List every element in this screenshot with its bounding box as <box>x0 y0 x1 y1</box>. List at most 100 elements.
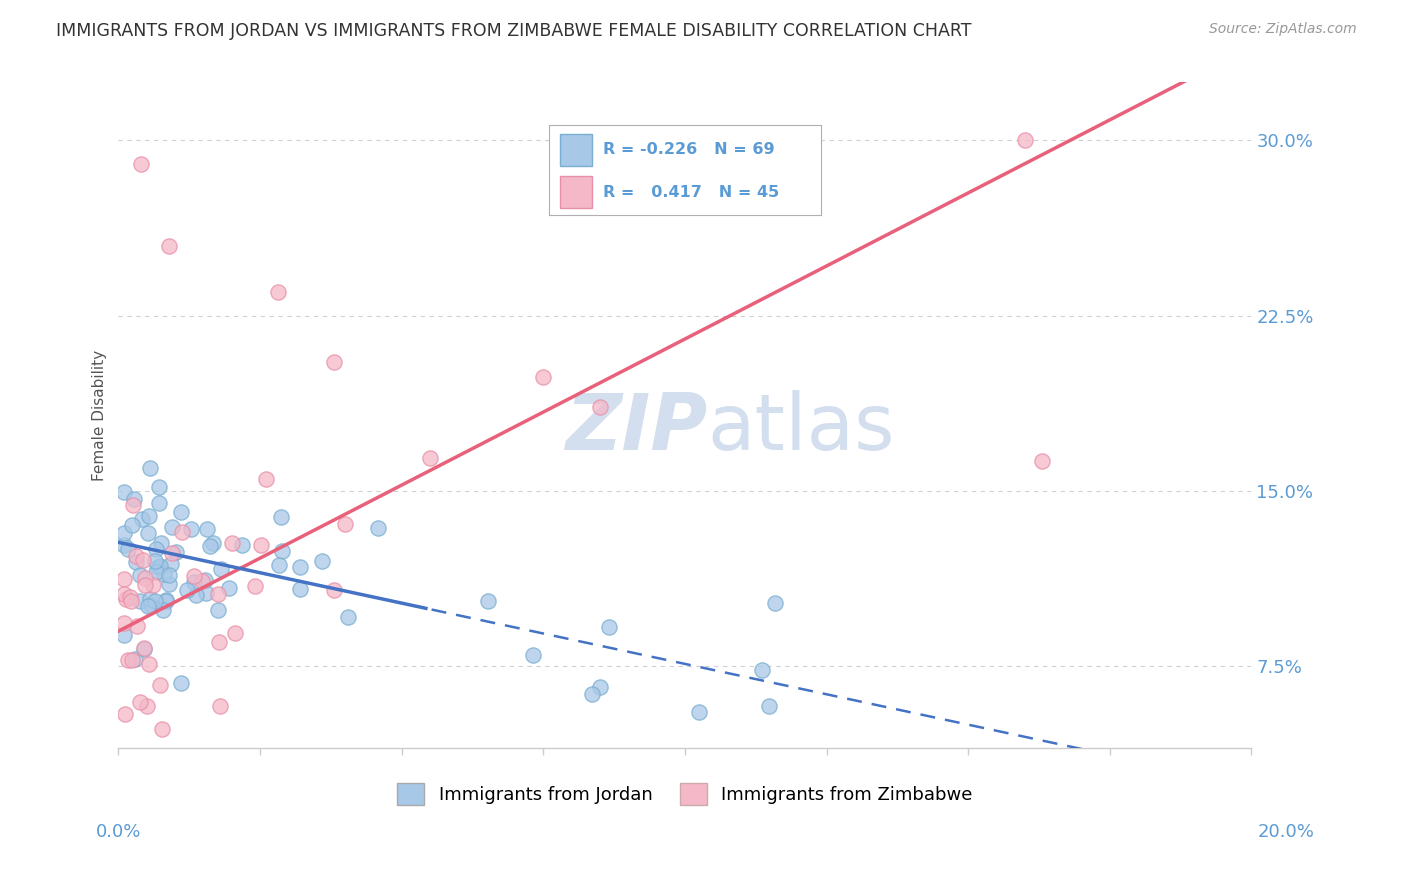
Point <box>112 628 135 642</box>
Point <box>114 591 136 606</box>
Point <box>129 157 152 171</box>
Text: atlas: atlas <box>707 391 896 467</box>
Point <box>148 495 170 509</box>
Point <box>157 238 180 252</box>
Point <box>117 653 139 667</box>
Point <box>138 657 160 672</box>
Point <box>112 573 135 587</box>
Point <box>112 616 135 631</box>
Point <box>581 687 603 701</box>
Point <box>121 653 143 667</box>
Point <box>148 480 170 494</box>
Point <box>195 523 218 537</box>
Point <box>149 559 172 574</box>
Point <box>125 619 148 633</box>
Point <box>183 574 205 589</box>
Point <box>200 539 222 553</box>
Point <box>155 594 177 608</box>
Point <box>165 545 187 559</box>
Point <box>112 525 135 540</box>
Point <box>207 587 229 601</box>
Point <box>589 400 612 414</box>
Legend: Immigrants from Jordan, Immigrants from Zimbabwe: Immigrants from Jordan, Immigrants from … <box>389 776 980 813</box>
Point <box>128 594 150 608</box>
Point <box>1014 133 1036 147</box>
Point <box>170 525 193 540</box>
Point <box>758 698 780 713</box>
Point <box>288 582 311 596</box>
Point <box>531 370 554 384</box>
Point <box>118 590 141 604</box>
Point <box>269 558 291 573</box>
Point <box>117 542 139 557</box>
Text: 0.0%: 0.0% <box>96 823 141 841</box>
Point <box>122 498 145 512</box>
Point <box>129 695 152 709</box>
Point <box>176 582 198 597</box>
Point <box>124 652 146 666</box>
Point <box>134 578 156 592</box>
Point <box>184 588 207 602</box>
Point <box>143 594 166 608</box>
Point <box>270 544 292 558</box>
Point <box>145 541 167 556</box>
Point <box>207 603 229 617</box>
Point <box>208 634 231 648</box>
Point <box>153 566 176 581</box>
Point <box>162 520 184 534</box>
Point <box>254 472 277 486</box>
Point <box>245 579 267 593</box>
Point <box>129 568 152 582</box>
Point <box>112 586 135 600</box>
Point <box>194 574 217 588</box>
Point <box>112 538 135 552</box>
Point <box>121 518 143 533</box>
Point <box>112 485 135 500</box>
Text: ZIP: ZIP <box>565 391 707 467</box>
Point <box>152 603 174 617</box>
Point <box>125 549 148 563</box>
Point <box>150 536 173 550</box>
Point <box>267 285 290 300</box>
Text: 20.0%: 20.0% <box>1258 823 1315 841</box>
Point <box>201 536 224 550</box>
Point <box>367 521 389 535</box>
Point <box>132 553 155 567</box>
Point <box>131 512 153 526</box>
Point <box>751 664 773 678</box>
Point <box>322 355 344 369</box>
Point <box>311 553 333 567</box>
Point <box>589 680 612 694</box>
Point <box>149 678 172 692</box>
Point <box>142 577 165 591</box>
Point <box>138 508 160 523</box>
Point <box>209 698 232 713</box>
Point <box>336 610 359 624</box>
Point <box>598 620 620 634</box>
Point <box>125 555 148 569</box>
Point <box>145 566 167 580</box>
Point <box>224 626 246 640</box>
Point <box>477 594 499 608</box>
Point <box>134 571 156 585</box>
Point <box>139 598 162 612</box>
Point <box>522 648 544 662</box>
Point <box>1031 453 1053 467</box>
Point <box>218 581 240 595</box>
Point <box>322 582 344 597</box>
Point <box>765 596 787 610</box>
Point <box>139 591 162 606</box>
Point <box>146 560 169 574</box>
Point <box>136 525 159 540</box>
Point <box>120 594 142 608</box>
Point <box>155 593 177 607</box>
Point <box>290 559 312 574</box>
Point <box>270 510 292 524</box>
Point <box>209 561 232 575</box>
Y-axis label: Female Disability: Female Disability <box>93 350 107 481</box>
Point <box>221 535 243 549</box>
Point <box>114 706 136 721</box>
Point <box>122 491 145 506</box>
Point <box>139 461 162 475</box>
Point <box>132 641 155 656</box>
